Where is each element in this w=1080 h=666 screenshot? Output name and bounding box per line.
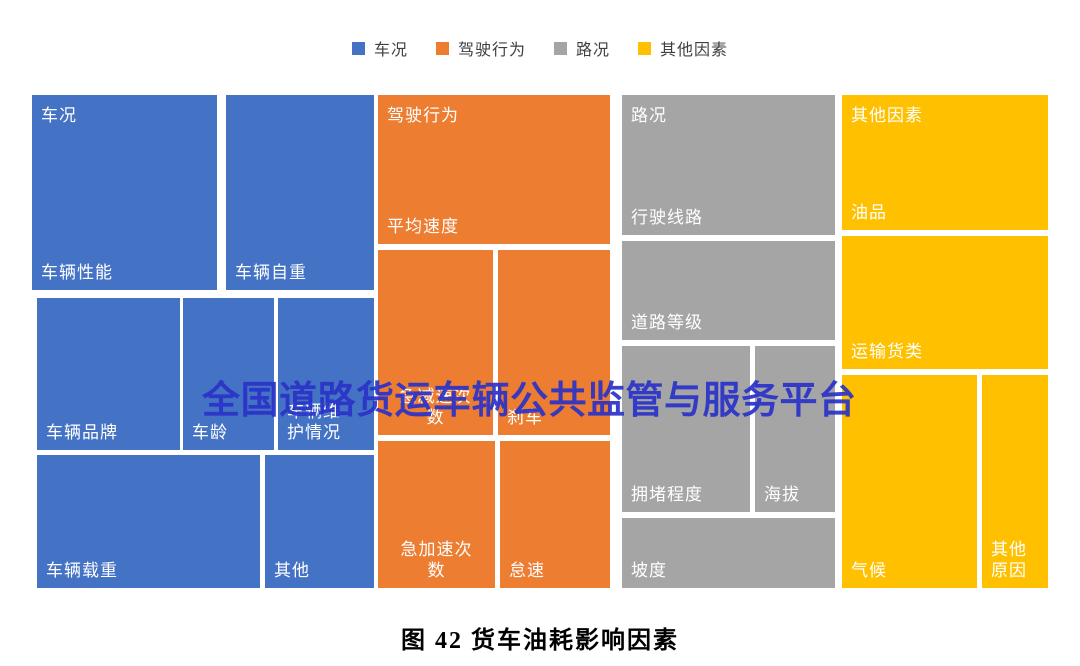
block-label-vehicle-performance: 车辆性能 [41, 262, 113, 282]
block-cargo-type: 运输货类 [842, 236, 1048, 369]
legend-label: 路况 [576, 42, 611, 59]
block-label-hard-acceleration-count: 急加速次数 [400, 539, 473, 580]
legend-item-driving-behavior: 驾驶行为 [435, 36, 526, 60]
block-label-average-speed: 平均速度 [387, 216, 459, 236]
block-vehicle-age: 车龄 [183, 298, 274, 450]
block-other-reasons: 其他原因 [982, 375, 1048, 588]
block-road-grade: 道路等级 [622, 241, 835, 340]
figure-caption: 图 42 货车油耗影响因素 [401, 628, 679, 654]
block-vehicle-load: 车辆载重 [37, 455, 260, 588]
block-label-slope: 坡度 [631, 560, 667, 580]
block-label-vehicle-brand: 车辆品牌 [46, 422, 118, 442]
legend-item-road-condition: 路况 [554, 36, 610, 60]
block-vehicle-weight: 车辆自重 [226, 95, 374, 290]
legend-item-vehicle-condition: 车况 [351, 36, 408, 60]
legend-swatch-yellow-icon [638, 41, 652, 55]
block-label-vehicle-maintenance: 车辆维护情况 [287, 401, 341, 442]
group-label-vehicle-condition: 车况 [41, 106, 77, 125]
block-label-road-grade: 道路等级 [631, 312, 703, 332]
legend-item-other-factors: 其他因素 [638, 36, 728, 60]
group-label-other-factors: 其他因素 [851, 106, 923, 125]
block-label-congestion-level: 拥堵程度 [631, 484, 703, 504]
block-fuel-quality: 其他因素 油品 [842, 95, 1048, 230]
treemap-chart: 车况 车辆性能 车辆自重 车辆品牌 车龄 车辆维护情况 车辆载重 其他 驾驶行为… [32, 95, 1048, 588]
chart-legend: 车况 驾驶行为 路况 其他因素 [0, 36, 1080, 60]
block-label-altitude: 海拔 [764, 484, 800, 504]
watermark-text: 全国道路货运车辆公共监管与服务平台 [202, 380, 857, 422]
block-other: 其他 [265, 455, 374, 588]
block-climate: 气候 [842, 375, 977, 588]
legend-label: 车况 [373, 42, 408, 59]
block-vehicle-maintenance: 车辆维护情况 [278, 298, 374, 450]
block-label-braking: 刹车 [507, 407, 543, 427]
block-idling: 怠速 [500, 441, 610, 588]
block-label-vehicle-load: 车辆载重 [46, 560, 118, 580]
block-vehicle-brand: 车辆品牌 [37, 298, 180, 450]
block-label-idling: 怠速 [509, 560, 545, 580]
block-altitude: 海拔 [755, 346, 835, 512]
block-braking: 刹车 [498, 250, 610, 435]
group-label-road-condition: 路况 [631, 106, 667, 125]
legend-label: 其他因素 [660, 42, 729, 59]
legend-swatch-orange-icon [435, 41, 449, 55]
legend-swatch-blue-icon [351, 41, 365, 55]
block-label-fuel-quality: 油品 [851, 202, 887, 222]
block-congestion-level: 拥堵程度 [622, 346, 750, 512]
legend-label: 驾驶行为 [457, 42, 526, 59]
block-label-vehicle-weight: 车辆自重 [235, 262, 307, 282]
block-label-driving-route: 行驶线路 [631, 207, 703, 227]
block-hard-acceleration-count: 急加速次数 [378, 441, 495, 588]
block-label-vehicle-age: 车龄 [192, 422, 228, 442]
group-label-driving-behavior: 驾驶行为 [387, 106, 459, 125]
block-label-other: 其他 [274, 560, 310, 580]
block-slope: 坡度 [622, 518, 835, 588]
block-label-cargo-type: 运输货类 [851, 341, 923, 361]
block-driving-route: 路况 行驶线路 [622, 95, 835, 235]
block-label-climate: 气候 [851, 560, 887, 580]
block-vehicle-performance: 车况 车辆性能 [32, 95, 217, 290]
block-hard-deceleration-count: 急减速次数 [378, 250, 493, 435]
legend-swatch-gray-icon [554, 41, 567, 55]
block-label-other-reasons: 其他原因 [991, 539, 1027, 580]
block-average-speed: 驾驶行为 平均速度 [378, 95, 610, 244]
block-label-hard-deceleration-count: 急减速次数 [399, 386, 472, 427]
